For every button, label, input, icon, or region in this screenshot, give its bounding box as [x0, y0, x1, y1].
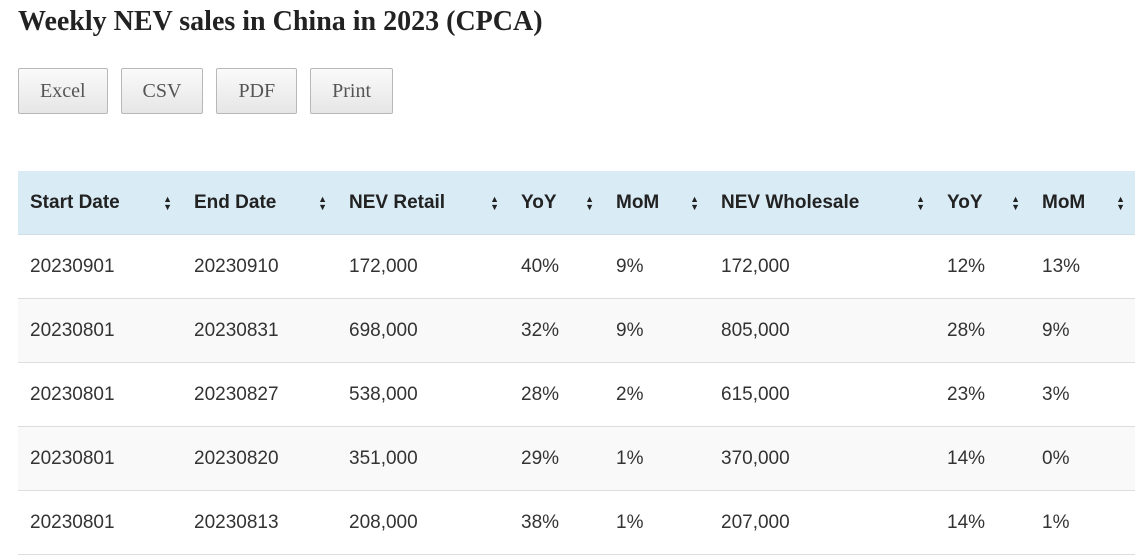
- column-header-end-date[interactable]: End Date ▲ ▼: [182, 171, 337, 235]
- table-cell: 538,000: [337, 362, 509, 427]
- excel-button[interactable]: Excel: [18, 68, 108, 114]
- table-cell: 20230801: [18, 426, 182, 491]
- pdf-button[interactable]: PDF: [216, 68, 298, 114]
- table-cell: 172,000: [337, 234, 509, 299]
- table-cell: 1%: [604, 490, 709, 555]
- table-cell: 805,000: [709, 298, 935, 363]
- table-cell: 20230910: [182, 234, 337, 299]
- column-header-label: End Date: [194, 191, 277, 213]
- column-header-label: NEV Retail: [349, 191, 446, 213]
- table-row: 20230801 20230820 351,000 29% 1% 370,000 14% 0%: [18, 426, 1135, 491]
- table-cell: 12%: [935, 234, 1030, 299]
- table-cell: 23%: [935, 362, 1030, 427]
- table-row: 20230801 20230813 208,000 38% 1% 207,000 14% 1%: [18, 490, 1135, 555]
- table-cell: 0%: [1030, 426, 1135, 491]
- table-cell: 13%: [1030, 234, 1135, 299]
- table-cell: 28%: [935, 298, 1030, 363]
- table-cell: 20230820: [182, 426, 337, 491]
- table-cell: 29%: [509, 426, 604, 491]
- table-cell: 698,000: [337, 298, 509, 363]
- table-cell: 14%: [935, 490, 1030, 555]
- table-header-row: Start Date ▲ ▼ End Date ▲ ▼ NEV Retail ▲ ▼ YoY ▲ ▼ M…: [18, 171, 1135, 235]
- table-row: 20230801 20230827 538,000 28% 2% 615,000 23% 3%: [18, 362, 1135, 427]
- table-cell: 38%: [509, 490, 604, 555]
- table-row: 20230901 20230910 172,000 40% 9% 172,000 12% 13…: [18, 234, 1135, 299]
- column-header-label: NEV Wholesale: [721, 191, 860, 213]
- table-cell: 28%: [509, 362, 604, 427]
- table-cell: 1%: [604, 426, 709, 491]
- csv-button[interactable]: CSV: [120, 68, 204, 114]
- sort-icon[interactable]: ▲ ▼: [490, 193, 499, 212]
- table-cell: 208,000: [337, 490, 509, 555]
- table-cell: 9%: [604, 234, 709, 299]
- table-cell: 172,000: [709, 234, 935, 299]
- sort-icon[interactable]: ▲ ▼: [1116, 193, 1125, 212]
- table-cell: 1%: [1030, 490, 1135, 555]
- table-row: 20230801 20230831 698,000 32% 9% 805,000 28% 9%: [18, 298, 1135, 363]
- sort-icon[interactable]: ▲ ▼: [1011, 193, 1020, 212]
- export-buttons: Excel CSV PDF Print: [18, 68, 394, 114]
- column-header-yoy[interactable]: YoY ▲ ▼: [935, 171, 1030, 235]
- table-cell: 14%: [935, 426, 1030, 491]
- column-header-nev-wholesale[interactable]: NEV Wholesale ▲ ▼: [709, 171, 935, 235]
- column-header-label: YoY: [947, 191, 983, 213]
- table-cell: 3%: [1030, 362, 1135, 427]
- column-header-mom[interactable]: MoM ▲ ▼: [1030, 171, 1135, 235]
- page-title: Weekly NEV sales in China in 2023 (CPCA): [18, 6, 543, 37]
- column-header-label: MoM: [616, 191, 660, 213]
- table-cell: 20230801: [18, 490, 182, 555]
- table-cell: 20230827: [182, 362, 337, 427]
- table-cell: 2%: [604, 362, 709, 427]
- table-cell: 20230801: [18, 298, 182, 363]
- column-header-label: YoY: [521, 191, 557, 213]
- table-cell: 20230831: [182, 298, 337, 363]
- table-cell: 32%: [509, 298, 604, 363]
- sort-icon[interactable]: ▲ ▼: [690, 193, 699, 212]
- table-cell: 40%: [509, 234, 604, 299]
- sort-icon[interactable]: ▲ ▼: [163, 193, 172, 212]
- table-cell: 370,000: [709, 426, 935, 491]
- column-header-label: Start Date: [30, 191, 120, 213]
- table-cell: 615,000: [709, 362, 935, 427]
- column-header-yoy[interactable]: YoY ▲ ▼: [509, 171, 604, 235]
- table-cell: 20230801: [18, 362, 182, 427]
- table-cell: 207,000: [709, 490, 935, 555]
- table-cell: 20230901: [18, 234, 182, 299]
- print-button[interactable]: Print: [310, 68, 394, 114]
- sales-table: Start Date ▲ ▼ End Date ▲ ▼ NEV Retail ▲ ▼ YoY ▲ ▼ M…: [18, 171, 1135, 555]
- table-cell: 351,000: [337, 426, 509, 491]
- table-cell: 20230813: [182, 490, 337, 555]
- table-cell: 9%: [604, 298, 709, 363]
- table-cell: 9%: [1030, 298, 1135, 363]
- sort-icon[interactable]: ▲ ▼: [916, 193, 925, 212]
- column-header-start-date[interactable]: Start Date ▲ ▼: [18, 171, 182, 235]
- sort-icon[interactable]: ▲ ▼: [318, 193, 327, 212]
- column-header-nev-retail[interactable]: NEV Retail ▲ ▼: [337, 171, 509, 235]
- sort-icon[interactable]: ▲ ▼: [585, 193, 594, 212]
- column-header-label: MoM: [1042, 191, 1086, 213]
- column-header-mom[interactable]: MoM ▲ ▼: [604, 171, 709, 235]
